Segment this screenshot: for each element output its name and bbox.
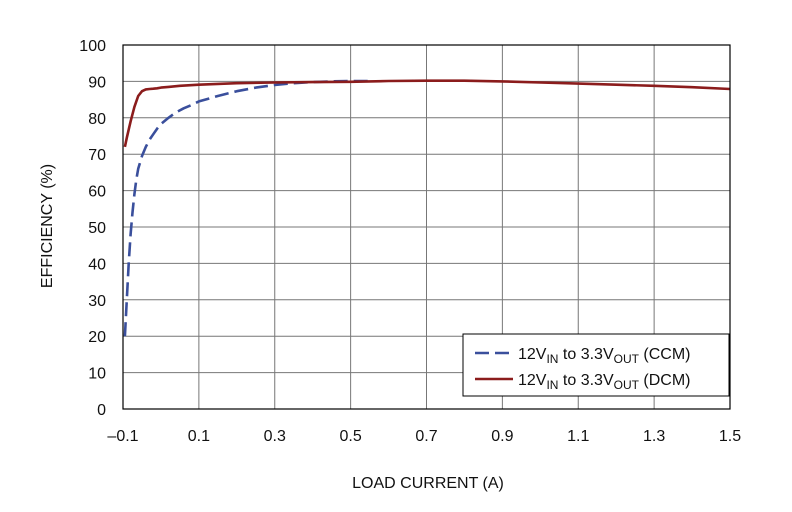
x-tick-label: 0.1 (188, 428, 210, 445)
y-tick-label: 40 (88, 256, 106, 273)
y-tick-label: 100 (79, 38, 106, 55)
x-tick-label: 0.3 (264, 428, 286, 445)
x-tick-label: 1.1 (567, 428, 589, 445)
y-tick-label: 20 (88, 329, 106, 346)
x-tick-labels: –0.1 0.1 0.3 0.5 0.7 0.9 1.1 1.3 1.5 (107, 428, 741, 445)
x-tick-label: 0.9 (491, 428, 513, 445)
y-tick-label: 0 (97, 402, 106, 419)
y-tick-label: 70 (88, 147, 106, 164)
legend-box (462, 333, 730, 397)
y-tick-label: 50 (88, 220, 106, 237)
x-tick-label: 0.5 (340, 428, 362, 445)
y-tick-label: 60 (88, 184, 106, 201)
x-tick-label: –0.1 (107, 428, 138, 445)
y-tick-label: 80 (88, 111, 106, 128)
legend-label-ccm: 12VIN to 3.3VOUT (CCM) (518, 346, 691, 366)
legend-label-dcm: 12VIN to 3.3VOUT (DCM) (518, 372, 691, 392)
x-tick-label: 1.3 (643, 428, 665, 445)
x-axis-title: LOAD CURRENT (A) (352, 475, 504, 492)
series-line-dcm (123, 79, 731, 148)
y-axis-title: EFFICIENCY (%) (39, 164, 56, 288)
x-tick-label: 0.7 (415, 428, 437, 445)
y-tick-labels: 0 10 20 30 40 50 60 70 80 90 100 (79, 38, 106, 419)
y-tick-label: 30 (88, 293, 106, 310)
plot-border (122, 44, 731, 410)
grid (122, 44, 731, 410)
series-line-ccm (123, 79, 370, 337)
x-tick-label: 1.5 (719, 428, 741, 445)
legend: 12VIN to 3.3VOUT (CCM) 12VIN to 3.3VOUT … (462, 333, 730, 397)
y-tick-label: 10 (88, 366, 106, 383)
series-lines (123, 79, 731, 337)
y-tick-label: 90 (88, 74, 106, 91)
